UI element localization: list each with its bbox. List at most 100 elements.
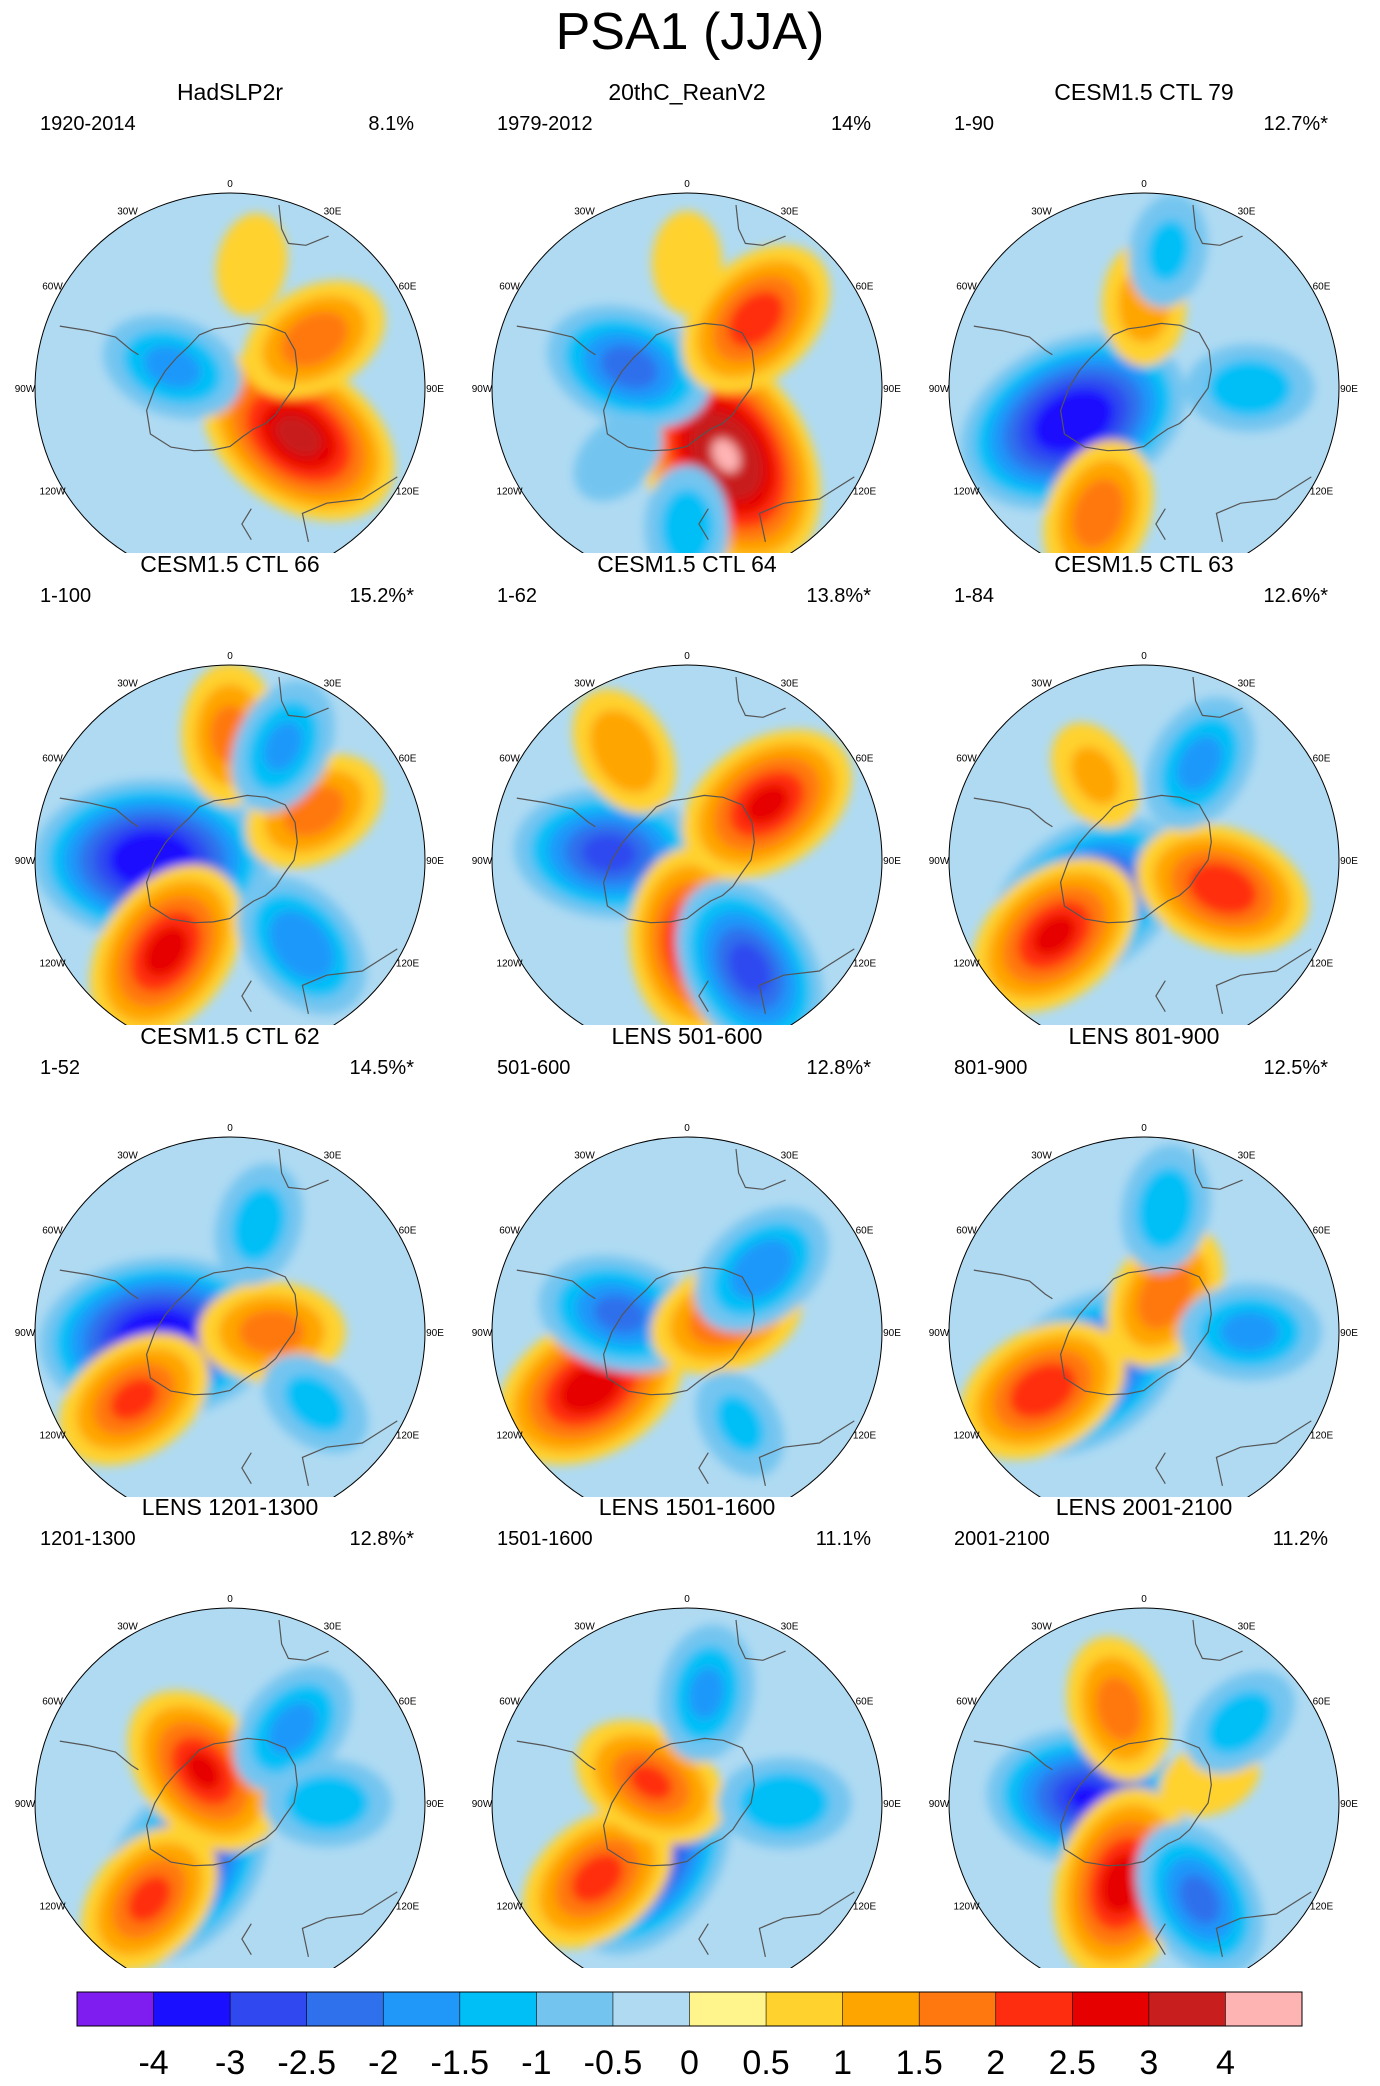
south-america-coastline xyxy=(59,1269,139,1300)
anomaly-contour xyxy=(231,1186,286,1262)
anomaly-contour xyxy=(275,415,322,457)
longitude-label: 90W xyxy=(472,856,493,867)
colorbar-swatch xyxy=(383,1992,461,2026)
longitude-label: 120W xyxy=(953,1902,980,1913)
longitude-label: 90W xyxy=(15,384,36,395)
africa-coastline xyxy=(278,1619,329,1661)
map-border xyxy=(34,664,426,1025)
longitude-label: 30W xyxy=(117,207,138,218)
new-zealand-coastline xyxy=(1155,1923,1166,1956)
longitude-label: 90W xyxy=(472,1328,493,1339)
longitude-label: 30E xyxy=(781,1151,799,1162)
longitude-label: 60W xyxy=(42,1226,63,1237)
panel-title: LENS 1201-1300 xyxy=(141,1494,319,1520)
anomaly-contour xyxy=(216,213,288,316)
anomaly-contour xyxy=(573,412,663,502)
polar-map: 030E60E90E120E150E180150W120W90W60W30W xyxy=(929,1123,1358,1497)
panel-explained-variance: 15.2%* xyxy=(349,585,415,607)
polar-map: 030E60E90E120E150E180150W120W90W60W30W xyxy=(929,651,1358,1025)
south-america-coastline xyxy=(516,1269,596,1300)
longitude-label: 0 xyxy=(1141,179,1147,190)
longitude-label: 90E xyxy=(883,384,901,395)
panel-explained-variance: 13.8%* xyxy=(806,585,872,607)
map-border xyxy=(491,664,883,1025)
panel-title: LENS 501-600 xyxy=(611,1023,763,1049)
longitude-label: 90E xyxy=(426,384,444,395)
antarctica-coastline xyxy=(602,1266,755,1396)
colorbar-label: -0.5 xyxy=(584,2044,643,2082)
panel-title: CESM1.5 CTL 64 xyxy=(597,551,777,577)
longitude-label: 30E xyxy=(1238,207,1256,218)
longitude-label: 120E xyxy=(1310,959,1334,970)
anomaly-contour xyxy=(688,1667,725,1719)
longitude-label: 120E xyxy=(853,959,877,970)
polar-map: 030E60E90E120E150E180150W120W90W60W30W xyxy=(929,1594,1358,1968)
anomaly-contour xyxy=(268,1702,318,1755)
anomaly-contour xyxy=(712,438,740,473)
anomaly-contour xyxy=(280,311,348,368)
map-panel: CESM1.5 CTL 66 1-100 15.2%* 0 30E 60E 90E 120E 1… xyxy=(0,550,460,1025)
colorbar-label: 0 xyxy=(680,2044,699,2082)
africa-coastline xyxy=(735,676,786,718)
antarctica-coastline xyxy=(1059,322,1212,452)
map-border xyxy=(491,1607,883,1968)
map-border xyxy=(948,192,1340,553)
panel-title: LENS 1501-1600 xyxy=(598,1494,776,1520)
africa-coastline xyxy=(1192,1619,1243,1661)
longitude-label: 120W xyxy=(496,1431,523,1442)
panel-period: 2001-2100 xyxy=(954,1528,1050,1550)
longitude-label: 90W xyxy=(472,1799,493,1810)
longitude-label: 90E xyxy=(1340,1799,1358,1810)
panel-explained-variance: 12.8%* xyxy=(349,1528,415,1550)
longitude-label: 0 xyxy=(1141,651,1147,662)
antarctica-coastline xyxy=(602,794,755,924)
longitude-label: 60W xyxy=(956,1226,977,1237)
map-panel: LENS 1501-1600 1501-1600 11.1% 0 30E 60E 90E 12… xyxy=(457,1493,917,1968)
panel-explained-variance: 14% xyxy=(830,113,871,135)
south-america-coastline xyxy=(973,797,1053,828)
south-america-coastline xyxy=(516,797,596,828)
panel-explained-variance: 12.7%* xyxy=(1263,113,1329,135)
longitude-label: 60W xyxy=(499,1697,520,1708)
panel-period: 1501-1600 xyxy=(497,1528,593,1550)
longitude-label: 60W xyxy=(956,754,977,765)
panel-period: 1920-2014 xyxy=(40,113,136,135)
map-border xyxy=(948,1136,1340,1497)
colorbar-swatch xyxy=(77,1992,155,2026)
australia-coastline xyxy=(758,1891,855,1958)
panel-period: 1-100 xyxy=(40,585,92,607)
polar-map: 030E60E90E120E150E180150W120W90W60W30W xyxy=(929,179,1358,553)
colorbar-label: -2 xyxy=(368,2044,398,2082)
australia-coastline xyxy=(1215,1420,1312,1487)
colorbar-swatch xyxy=(1225,1992,1303,2026)
colorbar-swatch xyxy=(459,1992,537,2026)
antarctica-coastline xyxy=(145,1737,298,1867)
australia-coastline xyxy=(758,1420,855,1487)
longitude-label: 0 xyxy=(684,651,690,662)
anomaly-contour xyxy=(263,721,303,772)
longitude-label: 30E xyxy=(1238,1151,1256,1162)
africa-coastline xyxy=(278,676,329,718)
anomaly-contour xyxy=(739,1772,830,1834)
anomaly-contour xyxy=(144,926,188,977)
longitude-label: 0 xyxy=(227,179,233,190)
longitude-label: 90E xyxy=(426,856,444,867)
polar-map: 030E60E90E120E150E180150W120W90W60W30W xyxy=(15,651,444,1025)
africa-coastline xyxy=(1192,204,1243,246)
longitude-label: 90E xyxy=(883,856,901,867)
longitude-label: 30W xyxy=(1031,679,1052,690)
colorbar-swatch xyxy=(153,1992,231,2026)
anomaly-contour xyxy=(600,345,658,389)
map-panel: LENS 2001-2100 2001-2100 11.2% 0 30E 60E 90E 12… xyxy=(914,1493,1374,1968)
anomaly-contour xyxy=(185,1752,221,1790)
anomaly-contour xyxy=(744,784,789,824)
south-america-coastline xyxy=(59,325,139,356)
map-panel: LENS 801-900 801-900 12.5%* 0 30E 60E 90E 120E 1… xyxy=(914,1022,1374,1497)
panel-explained-variance: 11.2% xyxy=(1272,1528,1328,1550)
longitude-label: 30E xyxy=(1238,1622,1256,1633)
colorbar-swatch xyxy=(1072,1992,1150,2026)
longitude-label: 90W xyxy=(15,1799,36,1810)
colorbar-label: -2.5 xyxy=(277,2044,336,2082)
anomaly-contour xyxy=(1095,1676,1142,1742)
panel-title: CESM1.5 CTL 62 xyxy=(140,1023,320,1049)
